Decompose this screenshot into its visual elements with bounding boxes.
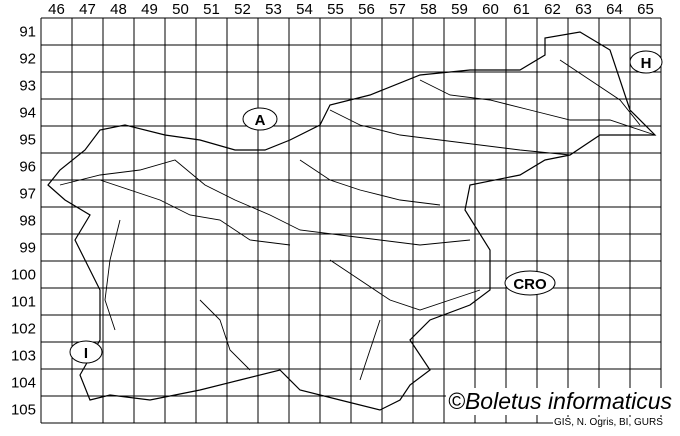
row-label: 105 (11, 402, 36, 419)
column-label: 47 (79, 1, 96, 18)
column-label: 50 (172, 1, 189, 18)
country-border (47, 31, 657, 411)
row-label: 104 (11, 375, 36, 392)
row-label: 95 (19, 132, 36, 149)
column-label: 60 (482, 1, 499, 18)
row-label: 100 (11, 267, 36, 284)
column-label: 62 (544, 1, 561, 18)
column-labels: 46 47 48 49 50 51 52 53 54 55 56 57 58 59 60 61 62 63 64 65 (48, 1, 654, 18)
column-label: 52 (234, 1, 251, 18)
column-label: 55 (327, 1, 344, 18)
column-label: 64 (606, 1, 623, 18)
svg-text:I: I (84, 345, 88, 362)
column-label: 58 (420, 1, 437, 18)
column-label: 63 (575, 1, 592, 18)
copyright-text: ©Boletus informaticus (446, 388, 675, 415)
column-label: 46 (48, 1, 65, 18)
column-label: 65 (637, 1, 654, 18)
label-austria: A (242, 107, 278, 131)
row-label: 98 (19, 213, 36, 230)
row-label: 93 (19, 78, 36, 95)
credits-text: GIS, N. Ogris, BI, GURS (553, 417, 664, 428)
neighbor-labels: A H I CRO (69, 50, 663, 364)
column-label: 51 (203, 1, 220, 18)
column-label: 53 (265, 1, 282, 18)
label-italy: I (69, 340, 103, 364)
column-label: 54 (296, 1, 313, 18)
row-labels: 91 92 93 94 95 96 97 98 99 100 101 102 103 104 105 (11, 24, 36, 419)
svg-text:H: H (641, 55, 652, 72)
column-label: 59 (451, 1, 468, 18)
svg-text:CRO: CRO (513, 276, 547, 293)
row-label: 97 (19, 186, 36, 203)
row-label: 94 (19, 105, 36, 122)
column-label: 49 (141, 1, 158, 18)
rivers (59, 59, 656, 381)
row-label: 101 (11, 294, 36, 311)
grid-lines (40, 17, 662, 424)
row-label: 103 (11, 348, 36, 365)
label-croatia: CRO (504, 270, 556, 296)
column-label: 56 (358, 1, 375, 18)
column-label: 48 (110, 1, 127, 18)
row-label: 92 (19, 51, 36, 68)
column-label: 61 (513, 1, 530, 18)
svg-text:A: A (255, 112, 266, 129)
label-hungary: H (629, 50, 663, 74)
row-label: 91 (19, 24, 36, 41)
column-label: 57 (389, 1, 406, 18)
row-label: 102 (11, 321, 36, 338)
row-label: 96 (19, 159, 36, 176)
row-label: 99 (19, 240, 36, 257)
